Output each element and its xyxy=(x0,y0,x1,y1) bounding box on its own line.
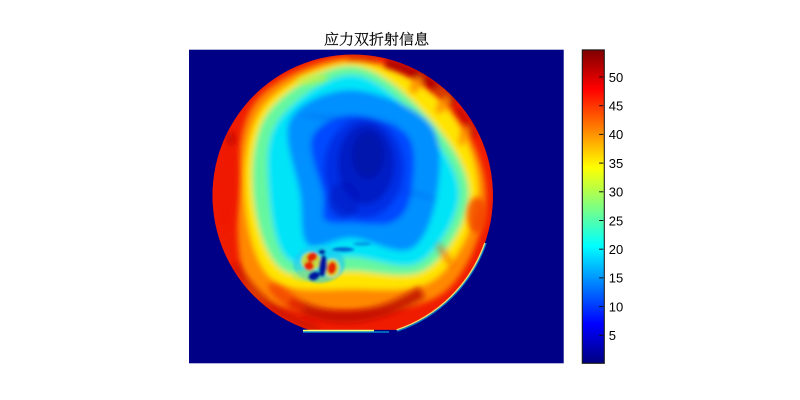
svg-text:30: 30 xyxy=(609,185,623,200)
svg-text:20: 20 xyxy=(609,242,623,257)
svg-text:10: 10 xyxy=(609,299,623,314)
svg-text:50: 50 xyxy=(609,70,623,85)
svg-text:15: 15 xyxy=(609,271,623,286)
svg-text:45: 45 xyxy=(609,99,623,114)
svg-text:5: 5 xyxy=(609,328,616,343)
svg-text:25: 25 xyxy=(609,213,623,228)
svg-text:40: 40 xyxy=(609,127,623,142)
svg-text:35: 35 xyxy=(609,156,623,171)
